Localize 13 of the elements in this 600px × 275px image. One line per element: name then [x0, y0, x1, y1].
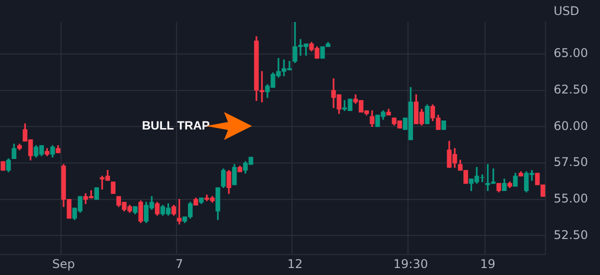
annotation: BULL TRAP [142, 118, 210, 132]
y-tick-label: 65.00 [554, 46, 588, 60]
y-tick-label: 55.00 [554, 191, 588, 206]
x-tick-label: 19:30 [393, 256, 428, 271]
y-axis-title: USD [554, 4, 580, 18]
y-tick-label: 62.50 [554, 82, 588, 96]
x-tick-label: 19 [480, 256, 496, 271]
y-tick-label: 60.00 [554, 118, 588, 133]
x-tick-label: Sep [52, 256, 75, 271]
x-tick-label: 12 [287, 256, 303, 271]
x-tick-label: 7 [175, 256, 184, 271]
y-tick-label: 52.50 [554, 228, 588, 242]
y-tick-label: 57.50 [554, 155, 588, 170]
